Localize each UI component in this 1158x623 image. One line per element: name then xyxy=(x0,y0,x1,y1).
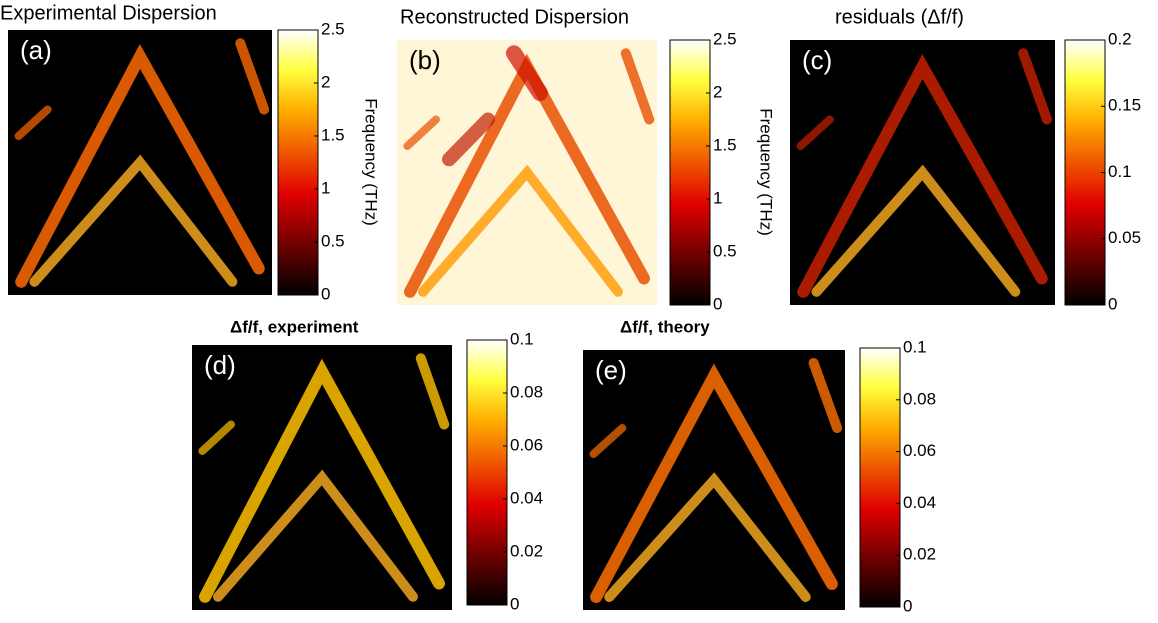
colorbar-tick-label: 0.1 xyxy=(1108,162,1132,181)
colorbar-tick-label: 0.08 xyxy=(903,389,936,408)
colorbar-tick-label: 0.1 xyxy=(903,337,927,356)
panel-label: (c) xyxy=(802,45,832,75)
panel-title: Δf/f, theory xyxy=(620,317,710,336)
panel-title: Experimental Dispersion xyxy=(0,2,217,24)
colorbar xyxy=(467,340,507,605)
colorbar-tick-label: 0.08 xyxy=(510,382,543,401)
colorbar-tick-label: 0.04 xyxy=(903,493,936,512)
figure: (a) Experimental Dispersion 0 0.5 1 1.5 2 2.5 Fr… xyxy=(0,0,1158,623)
colorbar xyxy=(670,40,710,305)
panel-title: Δf/f, experiment xyxy=(230,317,359,336)
colorbar-tick-label: 0.05 xyxy=(1108,228,1141,247)
panel-label: (e) xyxy=(595,355,627,385)
colorbar-tick-label: 1.5 xyxy=(713,135,737,154)
colorbar-tick-label: 0 xyxy=(713,294,722,313)
colorbar-label: Frequency (THz) xyxy=(757,108,776,236)
panel-label: (d) xyxy=(204,350,236,380)
colorbar-tick-label: 0.15 xyxy=(1108,96,1141,115)
colorbar-tick-label: 0.02 xyxy=(903,545,936,564)
colorbar-tick-label: 0.06 xyxy=(903,441,936,460)
colorbar-tick-label: 2 xyxy=(713,82,722,101)
colorbar-tick-label: 1 xyxy=(713,188,722,207)
colorbar-tick-label: 2 xyxy=(321,72,330,91)
panel-label: (b) xyxy=(409,45,441,75)
colorbar-tick-label: 0 xyxy=(510,594,519,613)
colorbar-label: Frequency (THz) xyxy=(362,98,381,226)
panel-label: (a) xyxy=(20,35,52,65)
colorbar-tick-label: 0.02 xyxy=(510,541,543,560)
colorbar-tick-label: 0.06 xyxy=(510,435,543,454)
colorbar-tick-label: 1.5 xyxy=(321,125,345,144)
colorbar-tick-label: 2.5 xyxy=(321,19,345,38)
panel-title: Reconstructed Dispersion xyxy=(400,6,629,28)
colorbar-tick-label: 1 xyxy=(321,178,330,197)
colorbar-tick-label: 0 xyxy=(903,596,912,615)
colorbar xyxy=(860,348,900,607)
colorbar xyxy=(278,30,318,295)
colorbar-tick-label: 0.5 xyxy=(713,241,737,260)
colorbar-tick-label: 0.04 xyxy=(510,488,543,507)
colorbar-tick-label: 2.5 xyxy=(713,29,737,48)
colorbar-tick-label: 0 xyxy=(1108,294,1117,313)
colorbar-tick-label: 0.2 xyxy=(1108,29,1132,48)
colorbar-tick-label: 0.1 xyxy=(510,329,534,348)
colorbar-tick-label: 0.5 xyxy=(321,231,345,250)
colorbar xyxy=(1065,40,1105,305)
panel-title: residuals (Δf/f) xyxy=(835,6,964,28)
colorbar-tick-label: 0 xyxy=(321,284,330,303)
